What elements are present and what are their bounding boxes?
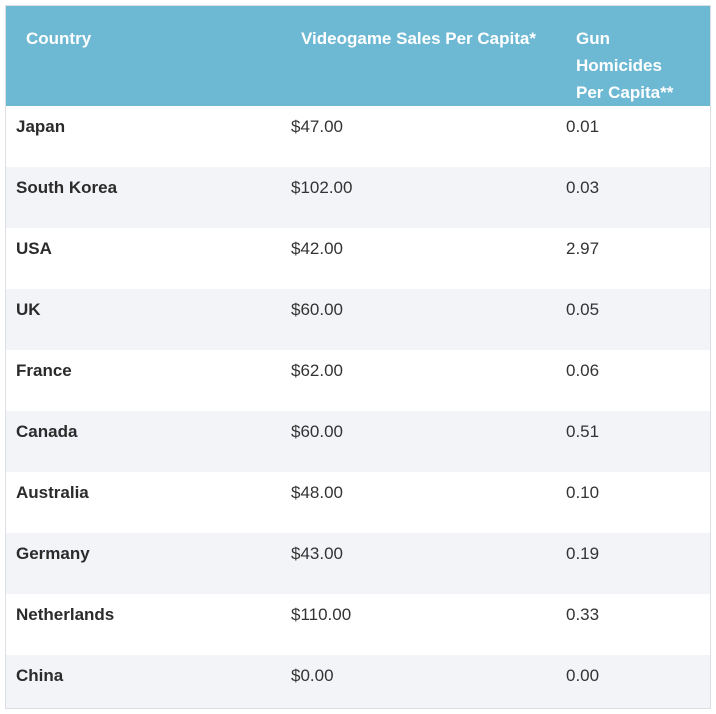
cell-sales: $0.00 [291, 666, 334, 685]
header-country: Country [26, 29, 92, 48]
table-row: Japan $47.00 0.01 [6, 106, 710, 167]
data-table: Country Videogame Sales Per Capita* Gun … [6, 6, 710, 708]
table-row: Netherlands $110.00 0.33 [6, 594, 710, 655]
table-header: Country Videogame Sales Per Capita* Gun … [6, 6, 710, 106]
cell-country: Canada [16, 422, 78, 441]
data-table-container: Country Videogame Sales Per Capita* Gun … [5, 5, 711, 709]
cell-sales: $62.00 [291, 361, 343, 380]
table-row: South Korea $102.00 0.03 [6, 167, 710, 228]
header-videogame-sales: Videogame Sales Per Capita* [301, 29, 536, 48]
cell-country: China [16, 666, 64, 685]
cell-sales: $60.00 [291, 300, 343, 319]
cell-homicides: 0.03 [566, 178, 600, 197]
table-row: Germany $43.00 0.19 [6, 533, 710, 594]
cell-homicides: 0.06 [566, 361, 600, 380]
table-row: Australia $48.00 0.10 [6, 472, 710, 533]
cell-sales: $43.00 [291, 544, 343, 563]
cell-country: USA [16, 239, 52, 258]
cell-homicides: 0.51 [566, 422, 600, 441]
cell-country: Netherlands [16, 605, 115, 624]
table-row: UK $60.00 0.05 [6, 289, 710, 350]
cell-country: Australia [16, 483, 89, 502]
table-row: Canada $60.00 0.51 [6, 411, 710, 472]
cell-country: South Korea [16, 178, 118, 197]
table-row: USA $42.00 2.97 [6, 228, 710, 289]
cell-country: UK [16, 300, 41, 319]
cell-sales: $60.00 [291, 422, 343, 441]
cell-country: Germany [16, 544, 90, 563]
cell-sales: $47.00 [291, 117, 343, 136]
header-gun-homicides: Gun Homicides Per Capita** [576, 29, 674, 102]
cell-sales: $42.00 [291, 239, 343, 258]
cell-sales: $48.00 [291, 483, 343, 502]
header-row: Country Videogame Sales Per Capita* Gun … [6, 6, 710, 106]
cell-country: France [16, 361, 72, 380]
cell-homicides: 0.10 [566, 483, 600, 502]
cell-country: Japan [16, 117, 66, 136]
table-row: France $62.00 0.06 [6, 350, 710, 411]
cell-homicides: 0.00 [566, 666, 600, 685]
cell-sales: $110.00 [291, 605, 352, 624]
cell-homicides: 0.33 [566, 605, 600, 624]
cell-homicides: 2.97 [566, 239, 600, 258]
table-row: China $0.00 0.00 [6, 655, 710, 708]
table-body: Japan $47.00 0.01 South Korea $102.00 0.… [6, 106, 710, 708]
cell-homicides: 0.05 [566, 300, 600, 319]
cell-homicides: 0.01 [566, 117, 600, 136]
cell-homicides: 0.19 [566, 544, 600, 563]
cell-sales: $102.00 [291, 178, 353, 197]
